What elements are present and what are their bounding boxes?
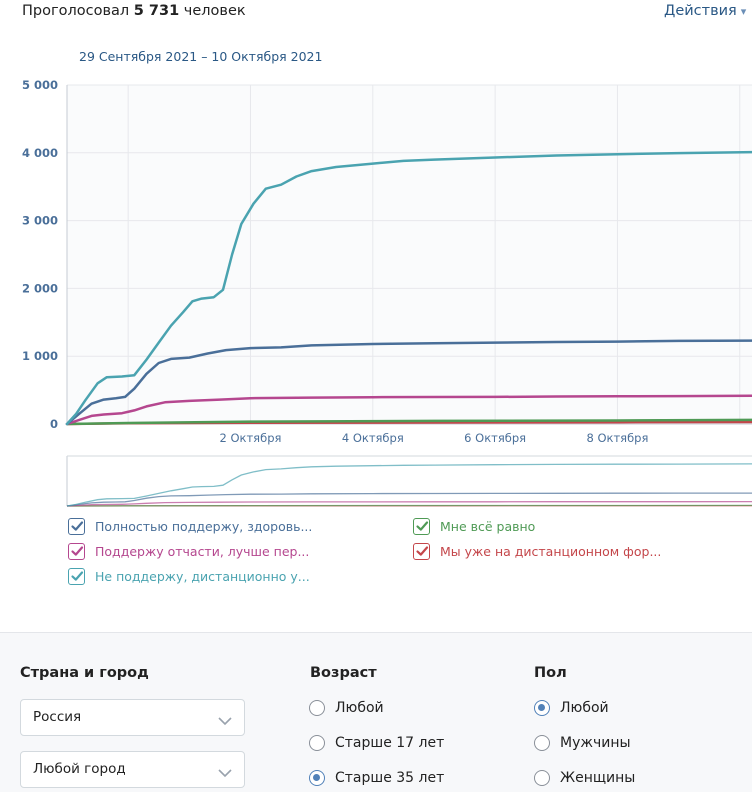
- y-tick-label: 1 000: [22, 349, 58, 363]
- legend-item-support-fully[interactable]: Полностью поддержу, здоровь...: [68, 516, 312, 536]
- series-line: [65, 418, 752, 426]
- series-line: [65, 150, 752, 426]
- y-tick-label: 2 000: [22, 281, 58, 295]
- city-select-value: Любой город: [33, 761, 126, 777]
- navigator-series-line: [66, 463, 752, 507]
- poll-header: Проголосовал 5 731 человек Действия ▾: [0, 0, 752, 26]
- radio-label: Старше 35 лет: [335, 770, 445, 786]
- navigator-series-line: [66, 492, 752, 507]
- series-line: [65, 339, 752, 426]
- legend-item-not-support[interactable]: Не поддержу, дистанционно у...: [68, 566, 310, 586]
- gender-filter-title: Пол: [534, 665, 567, 681]
- votes-suffix: человек: [183, 3, 246, 19]
- actions-menu-button[interactable]: Действия ▾: [664, 3, 746, 19]
- navigator-series-line: [66, 500, 752, 507]
- legend-item-dont-care[interactable]: Мне всё равно: [413, 516, 535, 536]
- legend-label: Поддержу отчасти, лучше пер...: [95, 543, 310, 559]
- votes-line-chart[interactable]: 0 1 000 2 000 3 000 4 000 5 000 2 Октября 4 Окт…: [0, 70, 752, 510]
- x-tick-label: 8 Октября: [586, 431, 648, 445]
- radio-icon: [534, 770, 550, 786]
- filters-panel: Страна и город Россия Любой город Возрас…: [0, 632, 752, 792]
- legend-label: Не поддержу, дистанционно у...: [95, 568, 310, 584]
- country-select-value: Россия: [33, 709, 82, 725]
- age-option-over-35[interactable]: Старше 35 лет: [309, 770, 444, 786]
- series-line: [65, 394, 752, 426]
- x-tick-label: 6 Октября: [464, 431, 526, 445]
- radio-icon: [309, 735, 325, 751]
- chevron-down-icon: [218, 763, 232, 782]
- legend-label: Мне всё равно: [440, 518, 536, 534]
- checkbox-icon: [68, 517, 85, 535]
- radio-label: Любой: [335, 700, 384, 716]
- legend-label: Мы уже на дистанционном фор...: [440, 543, 662, 559]
- checkbox-icon: [68, 542, 85, 560]
- legend-item-already-remote[interactable]: Мы уже на дистанционном фор...: [413, 541, 661, 561]
- votes-count: 5 731: [133, 3, 180, 19]
- chevron-down-icon: ▾: [740, 5, 747, 18]
- actions-label: Действия: [664, 3, 737, 19]
- votes-prefix: Проголосовал: [22, 3, 130, 19]
- y-tick-label: 0: [50, 417, 58, 431]
- age-option-over-17[interactable]: Старше 17 лет: [309, 735, 444, 751]
- gender-option-female[interactable]: Женщины: [534, 770, 635, 786]
- radio-icon: [534, 735, 550, 751]
- radio-label: Любой: [560, 700, 609, 716]
- legend-label: Полностью поддержу, здоровь...: [95, 518, 313, 534]
- gender-option-male[interactable]: Мужчины: [534, 735, 631, 751]
- chart-legend: Полностью поддержу, здоровь... Поддержу …: [0, 512, 752, 592]
- radio-label: Старше 17 лет: [335, 735, 445, 751]
- location-filter-title: Страна и город: [20, 665, 149, 681]
- navigator-series-line: [66, 504, 752, 507]
- date-range: 29 Сентября 2021 – 10 Октября 2021: [79, 49, 323, 64]
- votes-summary: Проголосовал 5 731 человек: [22, 3, 246, 19]
- legend-item-support-partially[interactable]: Поддержу отчасти, лучше пер...: [68, 541, 309, 561]
- radio-icon: [309, 770, 325, 786]
- city-select[interactable]: Любой город: [20, 751, 245, 788]
- x-tick-label: 2 Октября: [220, 431, 282, 445]
- checkbox-icon: [413, 542, 430, 560]
- radio-label: Женщины: [560, 770, 636, 786]
- country-select[interactable]: Россия: [20, 699, 245, 736]
- age-filter-title: Возраст: [310, 665, 377, 681]
- radio-icon: [309, 700, 325, 716]
- x-tick-label: 4 Октября: [342, 431, 404, 445]
- radio-icon: [534, 700, 550, 716]
- checkbox-icon: [68, 567, 85, 585]
- y-tick-label: 4 000: [22, 146, 58, 160]
- chevron-down-icon: [218, 711, 232, 730]
- age-option-any[interactable]: Любой: [309, 700, 384, 716]
- plot-area: [67, 85, 752, 424]
- gender-option-any[interactable]: Любой: [534, 700, 609, 716]
- checkbox-icon: [413, 517, 430, 535]
- radio-label: Мужчины: [560, 735, 631, 751]
- y-tick-label: 3 000: [22, 214, 58, 228]
- y-tick-label: 5 000: [22, 78, 58, 92]
